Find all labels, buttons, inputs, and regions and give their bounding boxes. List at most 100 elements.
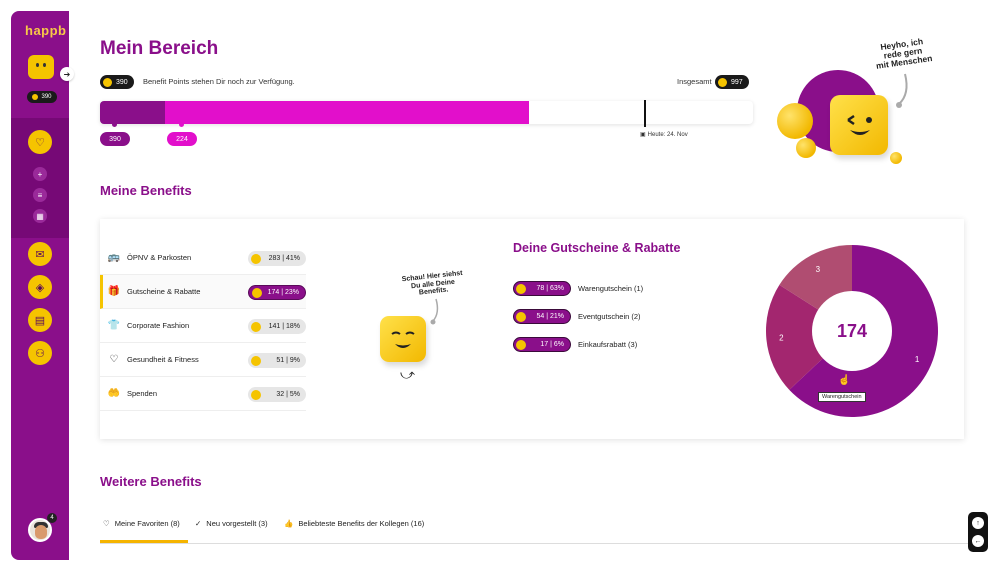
heart-icon: ♡ [103,519,110,528]
speech-pointer [896,73,908,108]
scroll-up-button[interactable]: ↑ [972,517,984,529]
coin-icon [516,311,526,322]
progress-segment-planned [165,101,529,124]
donut-slice-label: 1 [915,355,920,364]
notification-badge: 4 [47,513,57,523]
sidebar-tools: ♡ + ≡ ▦ [11,118,69,238]
benefit-row-gutscheine[interactable]: 🎁 Gutscheine & Rabatte 174 | 23% [100,275,306,309]
chat-icon[interactable]: ✉ [28,242,52,266]
coupons-donut-chart[interactable]: 1 2 3 174 [764,243,940,419]
heart-pulse-icon: ♡ [109,354,119,365]
donate-icon: 🤲 [107,388,121,399]
hero-ball [796,138,816,158]
avatar-face [35,525,47,539]
points-progress-bar [100,101,753,124]
benefit-row-oepnv[interactable]: 🚌 ÖPNV & Parkosten 283 | 41% [100,241,306,275]
marker-planned-value: 224 [167,132,197,146]
add-icon[interactable]: + [33,167,47,181]
points-info-text: Benefit Points stehen Dir noch zur Verfü… [143,77,295,86]
total-points-pill: 997 [715,75,749,89]
coupon-value: 54 | 21% [536,313,564,320]
cursor-icon: ☝ [838,375,851,386]
eye-icon [43,63,46,67]
collapse-sidebar-button[interactable]: ➔ [60,67,74,81]
sidebar: happb 390 ➔ ♡ + ≡ ▦ ✉ ◈ ▤ ⚇ 4 [11,11,74,560]
tab-label: Meine Favoriten (8) [114,519,180,528]
tshirt-icon: 👕 [107,320,121,331]
check-circle-icon: ✓ [195,519,202,528]
coupon-row[interactable]: 17 | 6% Einkaufsrabatt (3) [513,337,637,352]
back-button[interactable]: ← [972,535,984,547]
benefits-section-title: Meine Benefits [100,183,192,198]
sidebar-points-badge: 390 [27,91,57,103]
coupon-value: 78 | 63% [536,285,564,292]
benefit-value: 174 | 23% [267,289,299,296]
available-points-pill: 390 [100,75,134,89]
curved-arrow-icon: ⤻ [400,366,415,382]
calendar-icon: ▣ [640,132,646,138]
coupon-label: Warengutschein (1) [578,284,644,293]
coupons-title: Deine Gutscheine & Rabatte [513,241,681,255]
benefit-row-fashion[interactable]: 👕 Corporate Fashion 141 | 18% [100,309,306,343]
benefit-row-spenden[interactable]: 🤲 Spenden 32 | 5% [100,377,306,411]
mascot-avatar[interactable] [28,55,54,79]
benefit-points-pill: 283 | 41% [248,251,306,266]
coin-icon [718,77,727,87]
org-chart-icon[interactable]: ⚇ [28,341,52,365]
more-benefits-title: Weitere Benefits [100,474,202,489]
bus-icon: 🚌 [107,252,121,263]
document-icon[interactable]: ▤ [28,308,52,332]
thumbs-up-icon: 👍 [284,519,294,528]
coin-icon [251,355,261,366]
coupon-label: Eventgutschein (2) [578,312,641,321]
donut-slice-label: 3 [816,265,821,274]
benefits-list: 🚌 ÖPNV & Parkosten 283 | 41% 🎁 Gutschein… [100,241,306,411]
coin-icon [516,283,526,294]
logo: happb [25,23,67,38]
tab-new[interactable]: ✓ Neu vorgestellt (3) [195,519,268,528]
coin-icon [251,321,261,332]
active-tab-indicator [100,540,188,543]
benefit-label: Gutscheine & Rabatte [127,287,201,296]
coupon-points-pill: 78 | 63% [513,281,571,296]
coupon-row[interactable]: 78 | 63% Warengutschein (1) [513,281,643,296]
donut-slice-2[interactable] [766,284,852,390]
benefit-points-pill: 51 | 9% [248,353,306,368]
hero-mascot-cube [830,95,888,155]
tab-label: Beliebteste Benefits der Kollegen (16) [298,519,425,528]
hint-pointer [430,298,439,325]
coupon-row[interactable]: 54 | 21% Eventgutschein (2) [513,309,641,324]
marker-stem [179,122,184,127]
gift-icon: 🎁 [107,286,121,297]
coupon-label: Einkaufsrabatt (3) [578,340,638,349]
today-label: ▣ Heute: 24. Nov [640,131,688,139]
mascot-face-icon [847,114,872,135]
benefits-card: 🚌 ÖPNV & Parkosten 283 | 41% 🎁 Gutschein… [100,219,964,439]
donut-hole [812,291,892,371]
tab-favorites[interactable]: ♡ Meine Favoriten (8) [103,519,180,528]
coin-icon [103,77,112,87]
tab-popular[interactable]: 👍 Beliebteste Benefits der Kollegen (16) [284,519,424,528]
benefit-label: Gesundheit & Fitness [127,355,199,364]
today-marker [644,100,646,127]
shield-icon[interactable]: ◈ [28,275,52,299]
donut-slice-label: 2 [779,334,784,343]
today-label-text: Heute: 24. Nov [647,131,688,138]
list-icon[interactable]: ≡ [33,188,47,202]
benefit-tabs: ♡ Meine Favoriten (8) ✓ Neu vorgestellt … [100,512,988,544]
hero-ball [890,152,902,164]
benefit-label: Corporate Fashion [127,321,190,330]
coin-icon [251,253,261,264]
coupon-value: 17 | 6% [540,341,564,348]
heart-icon[interactable]: ♡ [28,130,52,154]
eye-icon [36,63,39,67]
chart-tooltip: Warengutschein [818,392,866,402]
grid-icon[interactable]: ▦ [33,209,47,223]
marker-stem [112,122,117,127]
benefit-value: 32 | 5% [276,391,300,398]
coin-icon [32,94,39,100]
benefit-row-gesundheit[interactable]: ♡ Gesundheit & Fitness 51 | 9% [100,343,306,377]
benefit-label: ÖPNV & Parkosten [127,253,192,262]
total-points-value: 997 [731,78,743,86]
